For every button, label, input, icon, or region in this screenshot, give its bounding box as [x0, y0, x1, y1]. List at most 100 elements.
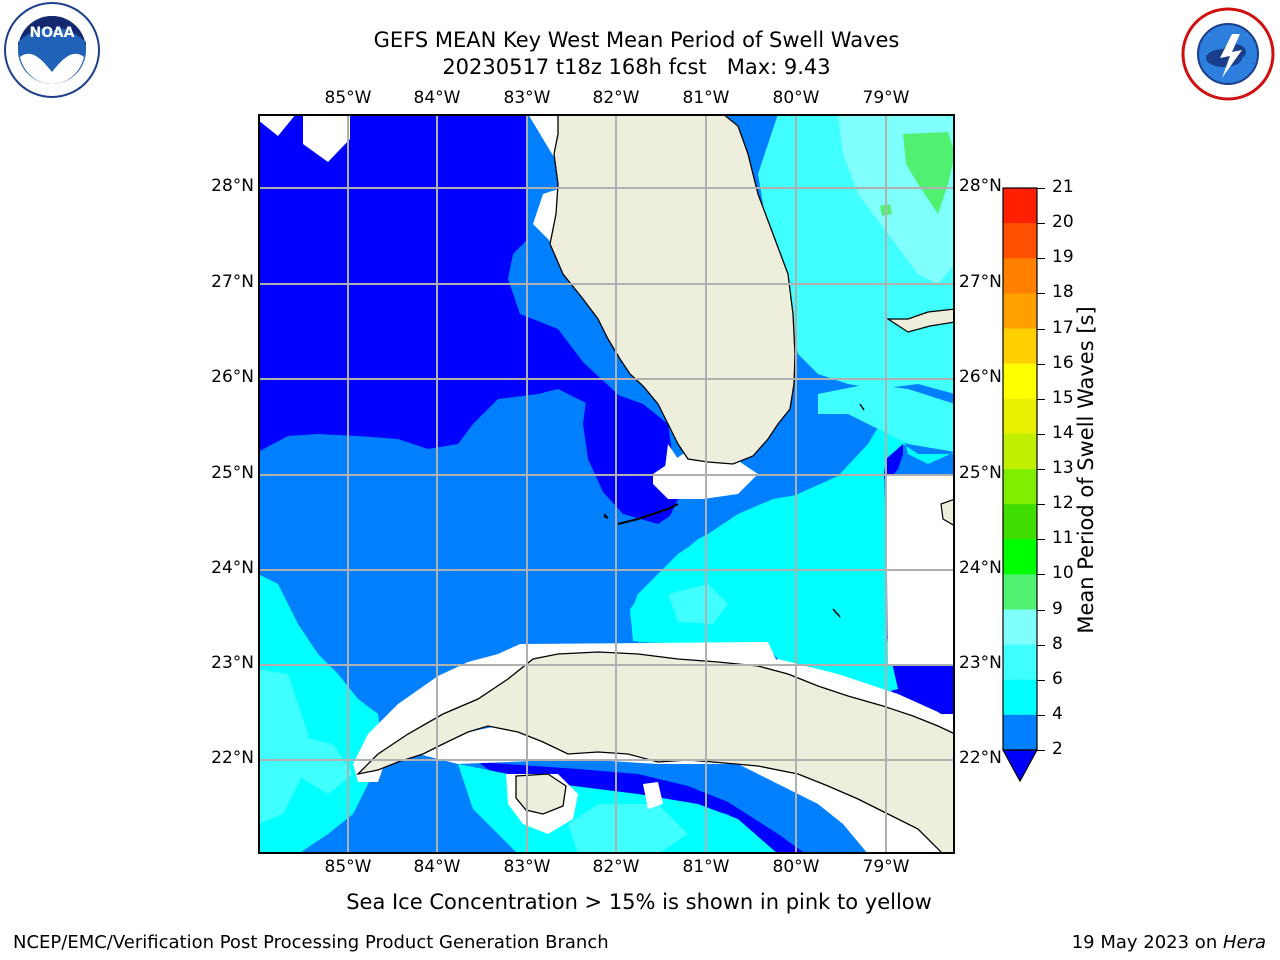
colorbar-tick-mark [1037, 293, 1045, 295]
colorbar-band [1003, 328, 1037, 365]
lat-tick-right: 24°N [959, 558, 1002, 578]
ocean-field-9-10 [903, 132, 955, 214]
lon-tick-bottom: 81°W [682, 857, 730, 877]
colorbar-band [1003, 188, 1037, 224]
map-title: GEFS MEAN Key West Mean Period of Swell … [373, 28, 900, 52]
colorbar-tick-label: 16 [1052, 352, 1074, 373]
colorbar-tick-label: 9 [1052, 598, 1063, 619]
colorbar-tick-mark [1037, 609, 1045, 611]
colorbar-tick-label: 13 [1052, 458, 1074, 478]
lon-tick-top: 85°W [324, 88, 372, 108]
colorbar-tick-label: 19 [1052, 247, 1074, 268]
colorbar-tick-label: 6 [1052, 668, 1063, 689]
colorbar-label: Mean Period of Swell Waves [s] [1074, 306, 1098, 634]
grand-bahama [885, 308, 955, 333]
lat-tick-left: 28°N [211, 176, 254, 196]
lat-tick-right: 23°N [959, 653, 1002, 673]
colorbar-band [1003, 539, 1037, 575]
noaa-logo: NOAA [4, 2, 100, 98]
colorbar [1001, 187, 1039, 783]
colorbar-band [1003, 714, 1037, 751]
colorbar-tick-label: 14 [1052, 422, 1074, 443]
colorbar-tick-label: 4 [1052, 703, 1063, 724]
colorbar-band [1003, 398, 1037, 435]
andros-island [940, 498, 955, 527]
lon-tick-bottom: 84°W [413, 857, 461, 877]
colorbar-tick-label: 10 [1052, 563, 1074, 584]
footer-date-text: 19 May 2023 on [1071, 932, 1223, 953]
nws-logo [1181, 7, 1275, 101]
lon-tick-top: 81°W [682, 88, 730, 108]
colorbar-tick-mark [1037, 574, 1045, 576]
colorbar-tick-label: 18 [1052, 282, 1074, 303]
colorbar-band [1003, 258, 1037, 294]
colorbar-tick-label: 8 [1052, 633, 1063, 654]
lat-tick-left: 24°N [211, 558, 254, 578]
map-subtitle: 20230517 t18z 168h fcst Max: 9.43 [442, 55, 831, 79]
cuba-landmass [356, 651, 955, 854]
florida-landmass [549, 114, 796, 465]
colorbar-band [1003, 644, 1037, 681]
colorbar-tick-mark [1037, 433, 1045, 435]
colorbar-tick-label: 20 [1052, 212, 1074, 233]
colorbar-tick-mark [1037, 328, 1045, 330]
colorbar-tick-mark [1037, 644, 1045, 646]
florida-keys [617, 503, 679, 525]
lat-tick-right: 25°N [959, 463, 1002, 483]
sea-ice-note: Sea Ice Concentration > 15% is shown in … [346, 890, 932, 914]
colorbar-band [1003, 574, 1037, 610]
colorbar-tick-mark [1037, 363, 1045, 365]
colorbar-band [1003, 293, 1037, 329]
lat-tick-left: 26°N [211, 367, 254, 387]
colorbar-tick-mark [1037, 223, 1045, 225]
colorbar-band [1003, 223, 1037, 259]
lat-tick-left: 23°N [211, 653, 254, 673]
colorbar-band [1003, 433, 1037, 470]
lon-tick-top: 84°W [413, 88, 461, 108]
noaa-logo-text: NOAA [30, 25, 75, 41]
map-frame [258, 114, 955, 854]
colorbar-tick-label: 15 [1052, 387, 1074, 408]
colorbar-band [1003, 363, 1037, 400]
lat-tick-left: 25°N [211, 463, 254, 483]
colorbar-tick-mark [1037, 398, 1045, 400]
lat-tick-left: 27°N [211, 272, 254, 292]
ocean-field-6-8 [258, 669, 308, 824]
map-plot-area [258, 114, 955, 854]
colorbar-tick-label: 21 [1052, 177, 1074, 197]
colorbar-band [1003, 504, 1037, 540]
footer-branch: NCEP/EMC/Verification Post Processing Pr… [13, 932, 609, 953]
lon-tick-bottom: 80°W [772, 857, 820, 877]
lat-tick-right: 22°N [959, 748, 1002, 768]
ocean-field-below-2 [258, 114, 688, 524]
colorbar-tick-mark [1037, 504, 1045, 506]
colorbar-tick-mark [1037, 750, 1045, 751]
lat-tick-right: 28°N [959, 176, 1002, 196]
colorbar-band [1003, 469, 1037, 505]
lon-tick-bottom: 82°W [592, 857, 640, 877]
colorbar-tick-label: 17 [1052, 317, 1074, 338]
colorbar-extend-arrow [1001, 749, 1039, 783]
lon-tick-bottom: 85°W [324, 857, 372, 877]
lon-tick-top: 80°W [772, 88, 820, 108]
colorbar-band [1003, 679, 1037, 716]
lon-tick-top: 79°W [862, 88, 910, 108]
lat-tick-right: 27°N [959, 272, 1002, 292]
colorbar-tick-mark [1037, 188, 1045, 189]
colorbar-tick-mark [1037, 679, 1045, 681]
colorbar-tick-mark [1037, 469, 1045, 470]
colorbar-tick-mark [1037, 539, 1045, 541]
colorbar-tick-label: 11 [1052, 528, 1074, 549]
colorbar-tick-mark [1037, 258, 1045, 260]
footer-date: 19 May 2023 on Hera [1072, 932, 1266, 953]
lon-tick-top: 83°W [503, 88, 551, 108]
isle-of-youth [515, 773, 567, 815]
lon-tick-bottom: 79°W [862, 857, 910, 877]
lon-tick-bottom: 83°W [503, 857, 551, 877]
colorbar-tick-label: 2 [1052, 739, 1063, 759]
lat-tick-right: 26°N [959, 367, 1002, 387]
colorbar-tick-mark [1037, 714, 1045, 716]
colorbar-tick-label: 12 [1052, 493, 1074, 514]
lat-tick-left: 22°N [211, 748, 254, 768]
map-graticule [258, 114, 955, 854]
